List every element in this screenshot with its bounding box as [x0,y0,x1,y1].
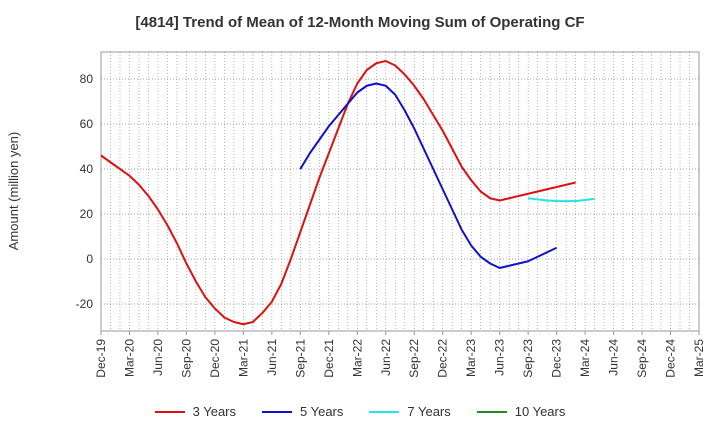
legend-item: 3 Years [154,404,236,419]
y-axis-title: Amount (million yen) [6,132,21,251]
series-line-3-years [100,60,576,326]
y-tick-label: -20 [76,297,94,311]
series-line-5-years [299,82,558,269]
x-tick-label: Mar-20 [122,339,136,377]
plot-area [100,51,700,332]
x-tick-label: Sep-23 [521,339,535,378]
legend-label: 7 Years [407,404,451,419]
x-tick-label: Sep-20 [179,339,193,378]
x-tick-label: Dec-23 [550,339,564,378]
x-tick-label: Sep-21 [293,339,307,378]
legend-swatch [369,410,400,413]
y-tick-label: 0 [86,252,93,266]
x-tick-label: Dec-24 [664,339,678,378]
x-tick-label: Dec-21 [322,339,336,378]
x-tick-label: Jun-23 [493,339,507,376]
x-axis-ticks: Dec-19 Mar-20 Jun-20 Sep-20 Dec-20 Mar-21 Jun-… [94,331,706,378]
x-tick-label: Mar-23 [464,339,478,377]
x-tick-label: Jun-20 [151,339,165,376]
x-tick-label: Jun-24 [607,339,621,376]
legend-label: 5 Years [300,404,344,419]
x-tick-label: Mar-24 [578,339,592,377]
x-tick-label: Jun-22 [379,339,393,376]
legend: 3 Years 5 Years 7 Years 10 Years [0,404,720,419]
chart-title: [4814] Trend of Mean of 12-Month Moving … [135,14,585,31]
legend-item: 7 Years [369,404,451,419]
legend-swatch [154,410,185,413]
x-tick-label: Mar-22 [350,339,364,377]
y-tick-label: 80 [80,72,94,86]
x-tick-label: Mar-21 [236,339,250,377]
x-tick-label: Sep-22 [407,339,421,378]
x-tick-label: Dec-22 [436,339,450,378]
x-tick-label: Sep-24 [635,339,649,378]
y-tick-label: 40 [80,162,94,176]
x-tick-label: Dec-19 [94,339,108,378]
y-tick-label: 20 [80,207,94,221]
legend-label: 10 Years [514,404,566,419]
legend-item: 10 Years [476,404,566,419]
x-tick-label: Mar-25 [692,339,706,377]
x-tick-label: Dec-20 [208,339,222,378]
y-tick-label: 60 [80,117,94,131]
legend-swatch [262,410,292,413]
y-axis-ticks: -20 0 20 40 60 80 [76,72,94,311]
legend-swatch [476,410,507,413]
legend-item: 5 Years [262,404,343,419]
series-line-7-years [528,197,595,203]
grid-lines [101,52,699,331]
legend-label: 3 Years [192,404,236,419]
series-lines [100,60,595,326]
x-tick-label: Jun-21 [265,339,279,376]
